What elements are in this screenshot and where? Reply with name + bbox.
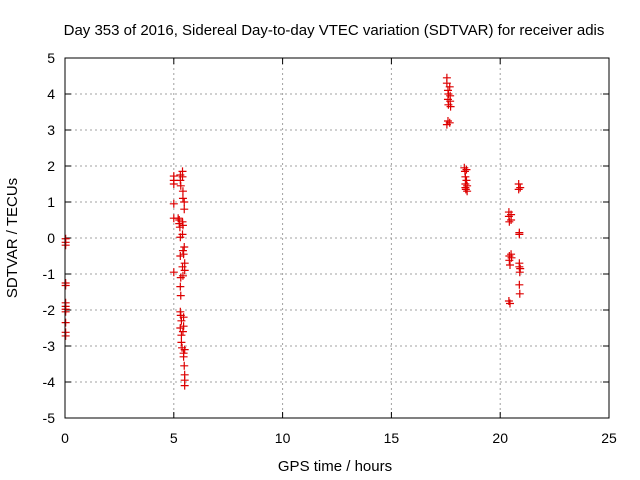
data-point	[463, 187, 472, 196]
data-point	[180, 259, 189, 268]
x-tick-label: 0	[61, 430, 69, 446]
data-point	[516, 264, 525, 273]
y-tick-label: -2	[43, 302, 56, 318]
grid-lines	[65, 58, 609, 418]
data-point	[444, 100, 453, 109]
y-axis-tick-labels: -5 -4 -3 -2 -1 0 1 2 3 4 5	[43, 50, 56, 426]
data-point	[176, 291, 185, 300]
data-point	[177, 331, 186, 340]
data-point	[169, 180, 178, 188]
y-tick-label: 1	[47, 194, 55, 210]
data-point	[180, 243, 189, 251]
data-point	[515, 280, 524, 289]
data-point	[514, 185, 523, 194]
data-point	[505, 299, 514, 308]
data-point	[176, 273, 185, 282]
data-point	[507, 216, 516, 224]
y-tick-label: 2	[47, 158, 55, 174]
data-point	[443, 117, 452, 125]
y-axis-label: SDTVAR / TECUs	[4, 178, 21, 298]
data-point	[180, 205, 189, 214]
data-point	[177, 338, 186, 347]
data-point	[169, 268, 178, 277]
data-point	[178, 221, 187, 230]
data-point	[179, 352, 188, 361]
data-point	[462, 165, 471, 174]
data-point	[515, 228, 524, 237]
data-point	[445, 118, 454, 127]
data-point	[176, 181, 185, 190]
x-tick-label: 20	[492, 430, 508, 446]
data-point	[180, 345, 189, 354]
data-point	[178, 327, 187, 336]
data-point	[179, 313, 188, 322]
data-points	[61, 73, 525, 390]
data-point	[180, 266, 189, 275]
data-point	[178, 172, 187, 181]
data-point	[505, 217, 514, 226]
y-tick-label: -1	[43, 266, 56, 282]
chart-title: Day 353 of 2016, Sidereal Day-to-day VTE…	[64, 22, 605, 39]
data-point	[61, 331, 70, 340]
data-point	[180, 198, 189, 206]
x-tick-label: 25	[601, 430, 617, 446]
data-point	[178, 187, 187, 196]
data-point	[505, 261, 514, 269]
data-point	[176, 282, 185, 291]
data-point	[178, 262, 187, 271]
data-point	[516, 183, 525, 192]
data-point	[507, 253, 516, 262]
data-point	[180, 361, 189, 370]
y-tick-label: -3	[43, 338, 56, 354]
data-point	[178, 246, 187, 255]
data-point	[462, 176, 471, 185]
data-point	[61, 281, 70, 290]
x-tick-label: 5	[170, 430, 178, 446]
data-point	[178, 230, 187, 239]
data-point	[177, 316, 186, 325]
data-point	[461, 172, 470, 181]
x-axis-tick-labels: 0 5 10 15 20 25	[61, 430, 617, 446]
data-point	[61, 307, 70, 316]
data-point	[180, 381, 189, 390]
y-tick-label: -4	[43, 374, 56, 390]
data-point	[174, 214, 183, 223]
y-tick-label: 0	[47, 230, 55, 246]
data-point	[178, 271, 187, 280]
data-point	[61, 241, 70, 250]
x-tick-label: 10	[275, 430, 291, 446]
data-point	[460, 163, 469, 172]
y-tick-label: -5	[43, 410, 56, 426]
y-tick-label: 4	[47, 86, 55, 102]
x-tick-label: 15	[384, 430, 400, 446]
data-point	[179, 250, 188, 259]
data-point	[445, 82, 454, 91]
data-point	[515, 289, 524, 298]
data-point	[61, 318, 70, 327]
data-point	[179, 322, 188, 331]
data-point	[169, 199, 178, 208]
data-point	[446, 102, 455, 111]
x-axis-label: GPS time / hours	[278, 458, 392, 475]
plot-frame	[64, 57, 610, 419]
y-tick-label: 5	[47, 50, 55, 66]
y-tick-label: 3	[47, 122, 55, 138]
data-point	[461, 185, 470, 194]
data-point	[178, 194, 187, 203]
